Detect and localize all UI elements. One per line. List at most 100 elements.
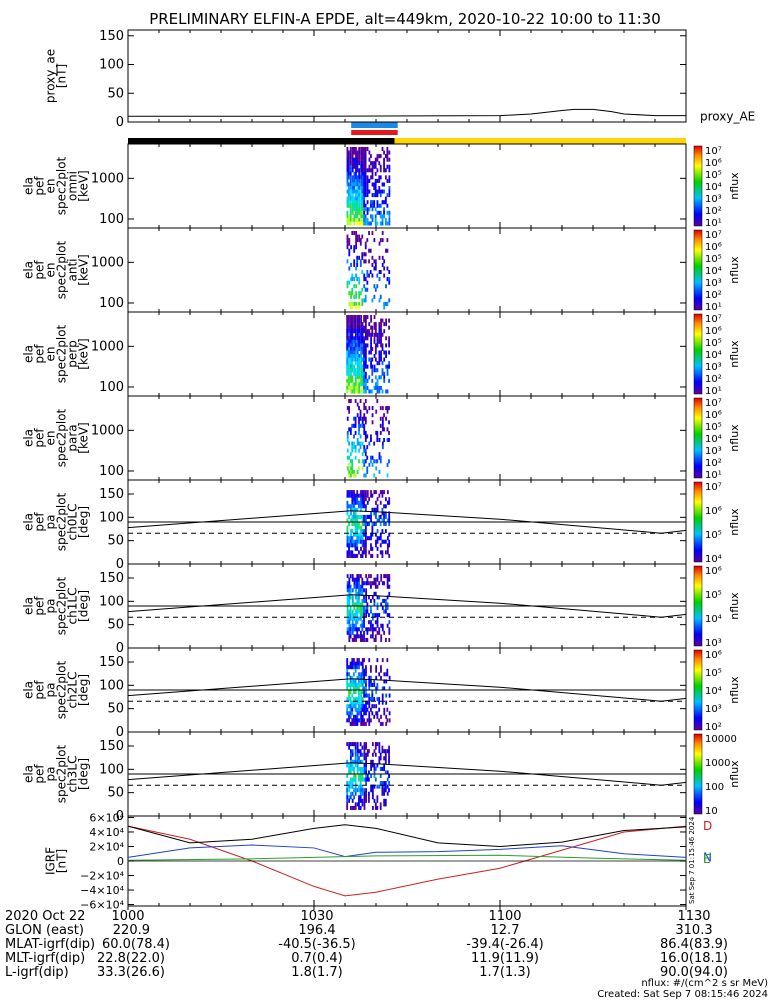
spectrogram-cell-perp bbox=[363, 343, 365, 348]
spectrogram-cell-omni bbox=[355, 193, 357, 198]
created-note: Created: Sat Sep 7 08:15:46 2024 bbox=[597, 989, 768, 1000]
spectrogram-cell-ch2LC bbox=[365, 679, 367, 684]
spectrogram-cell-ch1LC bbox=[358, 598, 360, 603]
spectrogram-cell-para bbox=[379, 459, 382, 464]
spectrogram-cell-ch2LC bbox=[353, 679, 355, 684]
spectrogram-cell-omni bbox=[368, 150, 371, 155]
spectrogram-cell-ch2LC bbox=[368, 686, 371, 691]
spectrogram-cell-perp bbox=[351, 368, 354, 373]
spectrogram-cell-ch3LC bbox=[371, 784, 374, 789]
spectrogram-cell-perp bbox=[366, 329, 369, 334]
spectrogram-cell-ch1LC bbox=[366, 602, 369, 607]
spectrogram-cell-ch1LC bbox=[378, 581, 381, 586]
spectrogram-cell-ch0LC bbox=[351, 514, 354, 519]
spectrogram-cell-ch0LC bbox=[346, 507, 349, 512]
spectrogram-cell-omni bbox=[347, 164, 350, 169]
ylabel-omni-5: [keV] bbox=[77, 170, 91, 201]
spectrogram-cell-omni bbox=[355, 171, 357, 176]
spectrogram-cell-omni bbox=[373, 164, 376, 169]
spectrogram-cell-perp bbox=[363, 357, 365, 362]
spectrogram-cell-anti bbox=[351, 301, 354, 306]
spectrogram-cell-ch2LC bbox=[376, 686, 379, 691]
spectrogram-cell-perp bbox=[386, 389, 389, 394]
spectrogram-cell-omni bbox=[347, 193, 350, 198]
spectrogram-cell-anti bbox=[350, 262, 352, 267]
spectrogram-cell-omni bbox=[379, 214, 382, 219]
spectrogram-cell-omni bbox=[346, 171, 349, 176]
spectrogram-cell-ch1LC bbox=[360, 588, 362, 593]
spectrogram-cell-omni bbox=[361, 150, 364, 155]
spectrogram-cell-anti bbox=[348, 291, 351, 296]
spectrogram-cell-omni bbox=[388, 186, 391, 191]
spectrogram-cell-ch1LC bbox=[363, 609, 365, 614]
spectrogram-cell-ch1LC bbox=[346, 602, 349, 607]
ylabel-ch1LC-4: ch1LC bbox=[66, 588, 80, 625]
spectrogram-cell-perp bbox=[354, 322, 357, 327]
spectrogram-cell-omni bbox=[371, 200, 374, 205]
spectrogram-cell-omni bbox=[360, 203, 363, 208]
spectrogram-cell-anti bbox=[346, 280, 349, 285]
spectrogram-cell-para bbox=[354, 420, 357, 425]
spectrogram-cell-ch1LC bbox=[349, 595, 352, 600]
spectrogram-cell-ch1LC bbox=[363, 588, 365, 593]
spectrogram-cell-omni bbox=[363, 182, 366, 187]
spectrogram-cell-omni bbox=[386, 147, 389, 152]
spectrogram-cell-perp bbox=[364, 382, 367, 387]
spectrogram-cell-perp bbox=[381, 318, 384, 323]
spectrogram-cell-ch3LC bbox=[363, 791, 366, 796]
spectrogram-cell-anti bbox=[371, 255, 374, 260]
spectrogram-cell-perp bbox=[361, 329, 364, 334]
spectrogram-cell-omni bbox=[363, 193, 366, 198]
spectrogram-cell-perp bbox=[348, 322, 350, 327]
spectrogram-cell-perp bbox=[354, 325, 357, 330]
spectrogram-cell-omni bbox=[353, 171, 356, 176]
spectrogram-cell-ch2LC bbox=[348, 693, 350, 698]
spectrogram-cell-omni bbox=[349, 178, 352, 183]
spectrogram-cell-omni bbox=[360, 193, 363, 198]
spectrogram-cell-ch3LC bbox=[356, 759, 359, 764]
spectrogram-cell-ch0LC bbox=[356, 490, 359, 495]
spectrogram-cell-ch2LC bbox=[385, 679, 388, 684]
spectrogram-cell-para bbox=[358, 441, 360, 446]
spectrogram-cell-ch1LC bbox=[346, 613, 349, 618]
spectrogram-cell-ch1LC bbox=[361, 613, 364, 618]
spectrogram-cell-ch1LC bbox=[368, 627, 370, 632]
spectrogram-cell-ch2LC bbox=[370, 718, 372, 723]
spectrogram-cell-omni bbox=[368, 178, 371, 183]
spectrogram-cell-ch0LC bbox=[350, 543, 352, 548]
spectrogram-cell-ch2LC bbox=[351, 658, 354, 663]
spectrogram-cell-para bbox=[381, 420, 384, 425]
spectrogram-cell-omni bbox=[363, 200, 366, 205]
spectrogram-cell-ch2LC bbox=[354, 721, 357, 726]
spectrogram-cell-ch1LC bbox=[351, 623, 354, 628]
spectrogram-cell-perp bbox=[364, 332, 367, 337]
spectrogram-cell-ch0LC bbox=[376, 507, 379, 512]
colorbar-tick-anti-6: 10¹ bbox=[705, 302, 722, 313]
ytick-label-omni-1: 100 bbox=[99, 212, 124, 227]
spectrogram-cell-ch1LC bbox=[366, 609, 369, 614]
spectrogram-cell-ch0LC bbox=[350, 532, 352, 537]
spectrogram-cell-ch3LC bbox=[365, 759, 368, 764]
spectrogram-cell-ch1LC bbox=[348, 602, 351, 607]
igrf-legend-E: E bbox=[703, 852, 711, 866]
spectrogram-cell-perp bbox=[348, 364, 350, 369]
spectrogram-cell-omni bbox=[353, 196, 356, 201]
spectrogram-cell-para bbox=[353, 473, 355, 478]
spectrogram-cell-ch0LC bbox=[381, 507, 384, 512]
spectrogram-cell-omni bbox=[370, 214, 372, 219]
spectrogram-cell-ch3LC bbox=[368, 791, 370, 796]
spectrogram-cell-ch1LC bbox=[370, 627, 372, 632]
spectrogram-cell-ch1LC bbox=[373, 577, 376, 582]
spectrogram-cell-ch2LC bbox=[361, 668, 364, 673]
spectrogram-cell-ch1LC bbox=[385, 598, 387, 603]
spectrogram-cell-ch1LC bbox=[383, 630, 386, 635]
colorbar-tick-omni-5: 10² bbox=[705, 206, 722, 217]
spectrogram-cell-omni bbox=[366, 207, 369, 212]
spectrogram-cell-para bbox=[368, 441, 371, 446]
ytick-label-igrf-2: 2×10⁴ bbox=[89, 840, 124, 853]
panel-anti: 1000100elapefenspec2plotanti[keV]10⁷10⁶1… bbox=[22, 227, 741, 313]
spectrogram-cell-omni bbox=[346, 178, 349, 183]
spectrogram-cell-ch2LC bbox=[360, 711, 363, 716]
spectrogram-cell-ch2LC bbox=[363, 718, 366, 723]
spectrogram-cell-ch1LC bbox=[349, 627, 352, 632]
